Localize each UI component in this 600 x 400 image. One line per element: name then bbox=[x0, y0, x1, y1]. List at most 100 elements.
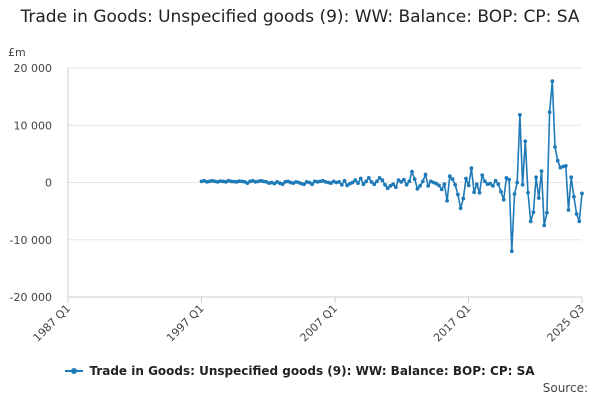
data-point[interactable] bbox=[472, 190, 476, 195]
data-point[interactable] bbox=[566, 208, 571, 212]
data-point[interactable] bbox=[526, 190, 530, 195]
data-point[interactable] bbox=[480, 173, 485, 178]
data-point[interactable] bbox=[388, 184, 393, 188]
data-point[interactable] bbox=[507, 177, 511, 182]
data-point[interactable] bbox=[358, 176, 363, 181]
data-point[interactable] bbox=[553, 145, 557, 149]
data-point[interactable] bbox=[504, 176, 509, 180]
x-tick-label: 2017 Q1 bbox=[431, 302, 474, 345]
data-point[interactable] bbox=[423, 172, 428, 177]
data-point[interactable] bbox=[353, 178, 358, 183]
data-point[interactable] bbox=[515, 180, 520, 185]
data-point[interactable] bbox=[375, 179, 379, 184]
data-point[interactable] bbox=[539, 169, 544, 174]
data-point[interactable] bbox=[377, 176, 382, 180]
data-point[interactable] bbox=[369, 180, 374, 184]
data-point[interactable] bbox=[580, 191, 584, 196]
data-point[interactable] bbox=[512, 192, 517, 196]
data-point[interactable] bbox=[420, 179, 425, 184]
data-point[interactable] bbox=[447, 174, 452, 179]
data-point[interactable] bbox=[302, 182, 306, 187]
data-point[interactable] bbox=[385, 186, 390, 191]
data-point[interactable] bbox=[496, 182, 501, 187]
y-tick-label: 10 000 bbox=[14, 119, 53, 132]
data-point[interactable] bbox=[518, 113, 522, 117]
data-point[interactable] bbox=[542, 223, 547, 228]
data-point[interactable] bbox=[437, 183, 441, 188]
data-point[interactable] bbox=[488, 181, 493, 186]
data-point[interactable] bbox=[383, 182, 387, 187]
data-point[interactable] bbox=[391, 182, 395, 187]
data-point[interactable] bbox=[453, 182, 458, 187]
data-point[interactable] bbox=[366, 176, 371, 180]
data-point[interactable] bbox=[393, 185, 398, 190]
data-point[interactable] bbox=[563, 164, 568, 168]
data-point[interactable] bbox=[550, 79, 555, 84]
data-point[interactable] bbox=[415, 186, 420, 191]
data-point[interactable] bbox=[426, 184, 431, 188]
data-point[interactable] bbox=[396, 178, 401, 183]
data-point[interactable] bbox=[272, 181, 277, 186]
data-point[interactable] bbox=[547, 110, 552, 114]
data-point[interactable] bbox=[402, 177, 406, 182]
data-point[interactable] bbox=[456, 192, 460, 197]
data-point[interactable] bbox=[501, 197, 506, 202]
data-point[interactable] bbox=[280, 182, 285, 187]
data-point[interactable] bbox=[545, 210, 549, 215]
data-point[interactable] bbox=[572, 194, 576, 199]
data-point[interactable] bbox=[483, 179, 487, 184]
series-line bbox=[201, 80, 583, 252]
data-point[interactable] bbox=[350, 180, 355, 185]
data-point[interactable] bbox=[342, 178, 347, 183]
data-point[interactable] bbox=[245, 181, 250, 186]
data-point[interactable] bbox=[577, 219, 582, 224]
data-point[interactable] bbox=[307, 180, 312, 185]
data-point[interactable] bbox=[509, 249, 514, 254]
data-point[interactable] bbox=[569, 175, 574, 180]
data-point[interactable] bbox=[399, 180, 404, 184]
x-tick-label: 1997 Q1 bbox=[164, 302, 207, 345]
data-point[interactable] bbox=[372, 182, 377, 187]
data-point[interactable] bbox=[418, 184, 422, 188]
data-point[interactable] bbox=[229, 179, 234, 184]
legend-label: Trade in Goods: Unspecified goods (9): W… bbox=[89, 364, 535, 378]
data-point[interactable] bbox=[493, 178, 498, 183]
y-axis-ticks: -20 000 -10 000 0 10 000 20 000 bbox=[10, 62, 52, 304]
data-point[interactable] bbox=[329, 181, 333, 186]
data-point[interactable] bbox=[356, 181, 360, 186]
data-point[interactable] bbox=[531, 210, 536, 215]
data-point[interactable] bbox=[464, 176, 468, 181]
data-point[interactable] bbox=[458, 206, 463, 211]
data-point[interactable] bbox=[536, 196, 541, 200]
data-point[interactable] bbox=[466, 183, 471, 188]
data-point[interactable] bbox=[380, 178, 385, 183]
data-point[interactable] bbox=[434, 181, 439, 186]
data-point[interactable] bbox=[407, 179, 412, 184]
data-point[interactable] bbox=[477, 190, 482, 195]
data-point[interactable] bbox=[474, 182, 479, 187]
data-point[interactable] bbox=[528, 219, 533, 224]
data-point[interactable] bbox=[534, 175, 538, 180]
data-point[interactable] bbox=[499, 189, 503, 194]
data-point[interactable] bbox=[574, 212, 579, 216]
data-point[interactable] bbox=[439, 187, 444, 192]
data-point[interactable] bbox=[461, 196, 466, 201]
data-point[interactable] bbox=[410, 169, 414, 174]
data-point[interactable] bbox=[555, 158, 560, 163]
data-point[interactable] bbox=[450, 177, 455, 182]
data-point[interactable] bbox=[491, 184, 495, 188]
data-point[interactable] bbox=[520, 182, 525, 187]
data-point[interactable] bbox=[361, 182, 366, 187]
data-point[interactable] bbox=[345, 183, 350, 188]
data-point[interactable] bbox=[523, 139, 528, 144]
data-point[interactable] bbox=[364, 179, 368, 184]
data-point[interactable] bbox=[404, 182, 409, 187]
data-point[interactable] bbox=[445, 198, 449, 203]
data-point[interactable] bbox=[339, 182, 344, 187]
data-point[interactable] bbox=[337, 180, 341, 184]
data-point[interactable] bbox=[442, 182, 447, 187]
data-point[interactable] bbox=[412, 177, 417, 182]
data-point[interactable] bbox=[469, 166, 474, 171]
data-point[interactable] bbox=[310, 182, 314, 187]
